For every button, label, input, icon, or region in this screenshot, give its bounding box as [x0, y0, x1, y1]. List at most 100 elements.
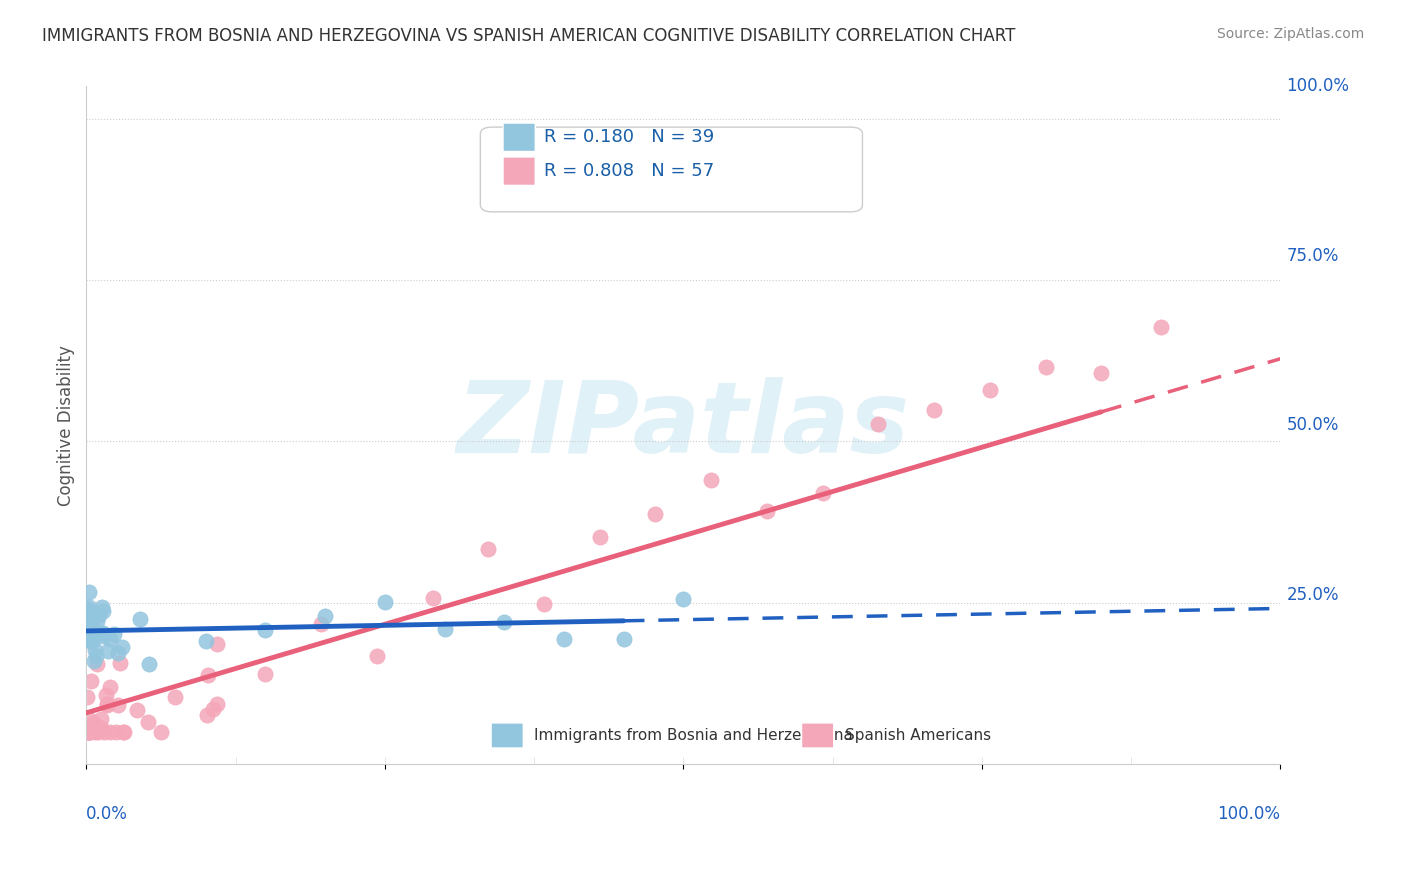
Text: R = 0.808   N = 57: R = 0.808 N = 57 [544, 162, 714, 180]
Text: IMMIGRANTS FROM BOSNIA AND HERZEGOVINA VS SPANISH AMERICAN COGNITIVE DISABILITY : IMMIGRANTS FROM BOSNIA AND HERZEGOVINA V… [42, 27, 1015, 45]
Point [700, 473, 723, 487]
Point [77, 725, 100, 739]
Point [205, 636, 228, 650]
Point [136, 714, 159, 729]
Text: Spanish Americans: Spanish Americans [845, 728, 991, 743]
Point [79, 713, 101, 727]
Text: Immigrants from Bosnia and Herzegovina: Immigrants from Bosnia and Herzegovina [534, 728, 853, 743]
Point [755, 504, 778, 518]
Point [79, 632, 101, 646]
Point [79, 584, 101, 599]
Point [97, 643, 120, 657]
Point [254, 666, 277, 681]
Point [150, 725, 173, 739]
Point [309, 616, 332, 631]
FancyBboxPatch shape [503, 123, 536, 152]
Point [613, 632, 636, 647]
Point [98, 632, 121, 646]
Point [77, 725, 100, 739]
Point [127, 703, 149, 717]
Point [103, 627, 125, 641]
Point [77, 725, 100, 739]
Point [922, 402, 945, 417]
Point [201, 702, 224, 716]
Point [86, 657, 108, 672]
Point [195, 707, 218, 722]
Point [86, 614, 108, 628]
Point [83, 642, 105, 657]
Point [98, 680, 121, 694]
Point [84, 722, 107, 736]
Point [197, 667, 219, 681]
Point [91, 625, 114, 640]
FancyBboxPatch shape [491, 723, 523, 748]
Point [138, 657, 160, 671]
FancyBboxPatch shape [481, 127, 862, 211]
Point [89, 608, 111, 623]
Point [86, 648, 108, 663]
Point [93, 725, 115, 739]
Point [76, 725, 98, 739]
Text: 100.0%: 100.0% [1286, 78, 1350, 95]
Point [110, 656, 132, 670]
Point [89, 626, 111, 640]
Point [83, 715, 105, 730]
Point [87, 725, 110, 739]
Text: 75.0%: 75.0% [1286, 247, 1339, 265]
Point [112, 725, 135, 739]
Point [644, 507, 666, 521]
Point [163, 690, 186, 705]
Text: R = 0.180   N = 39: R = 0.180 N = 39 [544, 128, 714, 146]
Point [205, 697, 228, 711]
Text: 25.0%: 25.0% [1286, 586, 1339, 604]
Point [672, 592, 695, 607]
Point [76, 724, 98, 739]
Point [979, 383, 1001, 397]
Point [90, 721, 112, 735]
Text: 0.0%: 0.0% [86, 805, 128, 823]
Point [1150, 320, 1173, 334]
Point [79, 606, 101, 620]
Point [82, 614, 104, 628]
Point [553, 632, 575, 646]
Text: ZIPatlas: ZIPatlas [457, 376, 910, 474]
Text: 50.0%: 50.0% [1286, 417, 1339, 434]
Point [77, 725, 100, 739]
Point [90, 712, 112, 726]
Point [83, 723, 105, 738]
Point [477, 541, 499, 556]
Point [589, 530, 612, 544]
Text: Source: ZipAtlas.com: Source: ZipAtlas.com [1216, 27, 1364, 41]
Point [96, 697, 118, 711]
Point [80, 718, 103, 732]
Point [82, 634, 104, 648]
Point [77, 599, 100, 614]
Point [79, 725, 101, 739]
Point [107, 698, 129, 713]
Point [129, 612, 152, 626]
Point [76, 616, 98, 631]
Point [374, 595, 396, 609]
Y-axis label: Cognitive Disability: Cognitive Disability [58, 345, 75, 506]
Point [98, 725, 121, 739]
Point [82, 623, 104, 637]
Point [80, 674, 103, 689]
Point [533, 597, 555, 611]
Point [91, 604, 114, 618]
Point [494, 615, 516, 629]
FancyBboxPatch shape [503, 157, 536, 186]
Point [79, 616, 101, 631]
Text: 100.0%: 100.0% [1218, 805, 1281, 823]
Point [91, 600, 114, 615]
Point [422, 591, 444, 605]
Point [86, 720, 108, 734]
Point [83, 655, 105, 669]
Point [96, 698, 118, 712]
Point [79, 633, 101, 648]
Point [84, 725, 107, 739]
Point [366, 648, 388, 663]
Point [868, 417, 890, 432]
Point [314, 609, 336, 624]
FancyBboxPatch shape [801, 723, 834, 748]
Point [111, 640, 134, 655]
